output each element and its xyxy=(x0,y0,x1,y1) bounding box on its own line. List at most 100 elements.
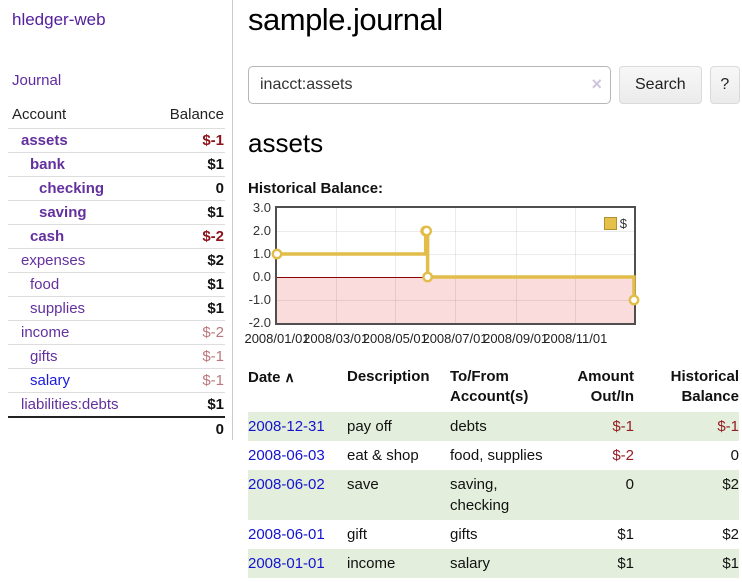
search-button[interactable]: Search xyxy=(619,66,702,104)
search-input[interactable] xyxy=(248,66,611,104)
transaction-accounts: debts xyxy=(450,418,487,435)
account-row: cash $-2 xyxy=(8,224,225,249)
register-header-row: Date ∧ Description To/From Account(s) Amou… xyxy=(248,365,739,412)
chart-legend: $ xyxy=(603,216,627,231)
register-header-date[interactable]: Date ∧ xyxy=(248,369,295,386)
y-axis-tick-label: 1.0 xyxy=(252,246,271,261)
clear-search-icon[interactable]: × xyxy=(591,74,602,95)
x-axis-tick-label: 2008/05/01 xyxy=(362,331,428,346)
account-link-saving[interactable]: saving xyxy=(39,204,87,221)
x-axis-tick-label: 2008/11/01 xyxy=(543,331,608,346)
transaction-date-link[interactable]: 2008-06-01 xyxy=(248,526,325,543)
balance-series xyxy=(271,225,640,306)
gridline xyxy=(395,208,396,323)
transaction-description: pay off xyxy=(347,418,392,435)
register-table: Date ∧ Description To/From Account(s) Amou… xyxy=(248,365,739,578)
gridline xyxy=(277,300,634,301)
sidebar-item-journal[interactable]: Journal xyxy=(12,72,62,89)
account-link-bank[interactable]: bank xyxy=(30,156,66,173)
account-balance: $2 xyxy=(149,248,225,273)
historical-balance-chart: $ 3.0 2.0 1.0 0.0 -1.0 -2.0 2008/01/01 2008/03/… xyxy=(244,200,740,350)
account-row: salary $-1 xyxy=(8,368,225,393)
gridline xyxy=(336,208,337,323)
transaction-accounts: gifts xyxy=(450,526,478,543)
main-content: sample.journal × Search ? assets Histori… xyxy=(244,0,740,578)
legend-label: $ xyxy=(619,216,627,231)
gridline xyxy=(516,208,517,323)
x-axis-tick-label: 2008/01/01 xyxy=(244,331,310,346)
register-header-balance: Historical Balance xyxy=(670,368,739,405)
transaction-row[interactable]: 2008-01-01 income salary $1 $1 xyxy=(248,549,739,578)
transaction-amount: $1 xyxy=(617,555,634,572)
account-balance: $1 xyxy=(149,152,225,177)
brand-link[interactable]: hledger-web xyxy=(12,10,106,29)
transaction-row[interactable]: 2008-12-31 pay off debts $-1 $-1 xyxy=(248,412,739,441)
account-balance: $-2 xyxy=(149,320,225,345)
account-link-supplies[interactable]: supplies xyxy=(30,300,86,317)
account-link-checking[interactable]: checking xyxy=(39,180,105,197)
account-row: bank $1 xyxy=(8,152,225,177)
transaction-accounts: salary xyxy=(450,555,491,572)
transaction-balance: $2 xyxy=(722,476,739,493)
account-row: gifts $-1 xyxy=(8,344,225,369)
account-link-expenses[interactable]: expenses xyxy=(21,252,86,269)
gridline xyxy=(277,254,634,255)
transaction-row[interactable]: 2008-06-02 save saving, checking 0 $2 xyxy=(248,470,739,520)
account-row: income $-2 xyxy=(8,320,225,345)
y-axis-tick-label: 3.0 xyxy=(252,200,271,215)
sort-asc-icon: ∧ xyxy=(284,369,295,385)
accounts-table: Account Balance assets $-1 bank $1 checking 0… xyxy=(8,102,225,441)
account-balance: 0 xyxy=(149,176,225,201)
gridline xyxy=(575,208,576,323)
account-balance: $-2 xyxy=(149,224,225,249)
transaction-amount: $1 xyxy=(617,526,634,543)
accounts-header-balance: Balance xyxy=(149,102,225,129)
register-header-description: Description xyxy=(347,368,430,385)
account-link-assets[interactable]: assets xyxy=(21,132,68,149)
transaction-date-link[interactable]: 2008-06-02 xyxy=(248,476,325,493)
search-form: × Search ? xyxy=(248,66,740,104)
y-axis-tick-label: -2.0 xyxy=(248,315,271,330)
y-axis-tick-label: -1.0 xyxy=(248,292,271,307)
account-heading: assets xyxy=(248,128,324,158)
gridline xyxy=(277,231,634,232)
page-title: sample.journal xyxy=(248,2,443,37)
account-balance: $1 xyxy=(149,272,225,297)
transaction-description: gift xyxy=(347,526,368,543)
x-axis-tick-label: 2008/07/01 xyxy=(422,331,488,346)
account-balance: $-1 xyxy=(149,368,225,393)
y-axis-tick-label: 2.0 xyxy=(252,223,271,238)
negative-region xyxy=(277,277,634,323)
data-point-marker xyxy=(628,294,640,306)
transaction-description: save xyxy=(347,476,379,493)
chart-title: Historical Balance: xyxy=(248,180,384,197)
transaction-amount: $-1 xyxy=(612,418,634,435)
account-link-liabilities-debts[interactable]: liabilities:debts xyxy=(21,396,119,413)
account-balance: $1 xyxy=(149,200,225,225)
accounts-header-account: Account xyxy=(8,102,150,129)
account-link-food[interactable]: food xyxy=(30,276,60,293)
transaction-date-link[interactable]: 2008-01-01 xyxy=(248,555,325,572)
x-axis-tick-label: 2008/03/01 xyxy=(303,331,369,346)
y-axis-tick-label: 0.0 xyxy=(252,269,271,284)
transaction-description: income xyxy=(347,555,396,572)
account-row: liabilities:debts $1 xyxy=(8,392,225,418)
search-help-button[interactable]: ? xyxy=(709,66,740,104)
account-link-cash[interactable]: cash xyxy=(30,228,65,245)
transaction-date-link[interactable]: 2008-06-03 xyxy=(248,447,325,464)
transaction-row[interactable]: 2008-06-03 eat & shop food, supplies $-2 0 xyxy=(248,441,739,470)
account-link-gifts[interactable]: gifts xyxy=(30,348,58,365)
transaction-balance: 0 xyxy=(730,447,739,464)
transaction-date-link[interactable]: 2008-12-31 xyxy=(248,418,325,435)
account-link-income[interactable]: income xyxy=(21,324,70,341)
transaction-balance: $1 xyxy=(722,555,739,572)
account-link-salary[interactable]: salary xyxy=(30,372,71,389)
chart-plot[interactable]: $ xyxy=(271,206,640,325)
data-point-marker xyxy=(421,225,433,237)
accounts-total-balance: 0 xyxy=(149,416,225,441)
transaction-description: eat & shop xyxy=(347,447,419,464)
transaction-row[interactable]: 2008-06-01 gift gifts $1 $2 xyxy=(248,520,739,549)
account-balance: $-1 xyxy=(149,128,225,153)
account-row: expenses $2 xyxy=(8,248,225,273)
